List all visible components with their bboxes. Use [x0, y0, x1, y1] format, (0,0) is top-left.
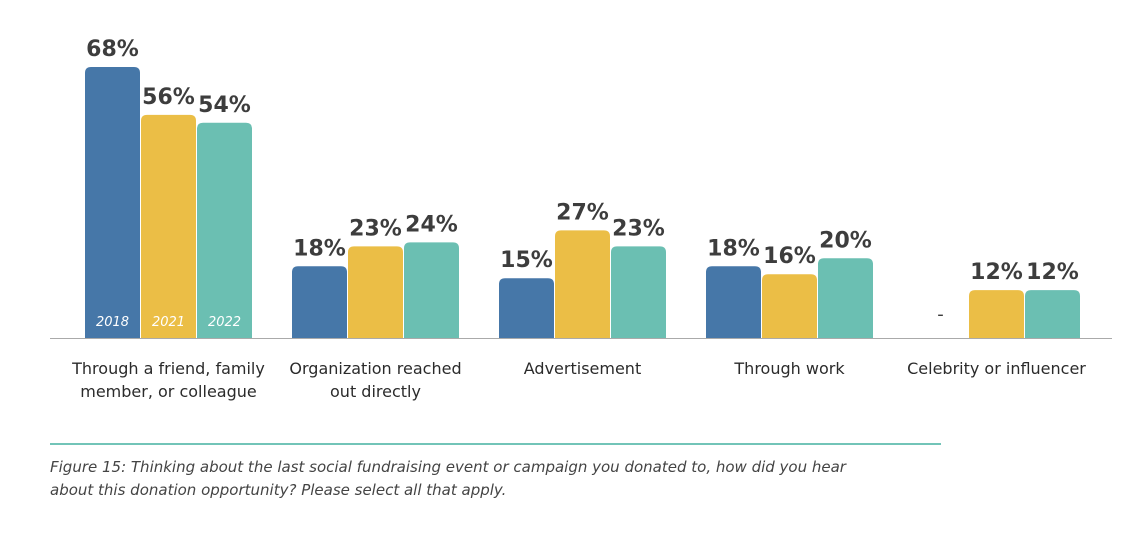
legend-label-2022: 2022	[208, 315, 241, 330]
category-label-1: out directly	[330, 382, 421, 401]
bar-2018-1	[292, 266, 347, 338]
bar-2022-4	[1025, 290, 1080, 338]
bar-2021-2	[555, 230, 610, 338]
figure-caption: Figure 15: Thinking about the last socia…	[50, 458, 846, 499]
category-label-3: Through work	[733, 359, 845, 378]
value-label-2021-1: 23%	[349, 216, 402, 241]
category-label-0: Through a friend, family	[71, 359, 265, 378]
bar-2021-0	[141, 114, 196, 338]
bar-2018-3	[706, 266, 761, 338]
bar-2022-1	[404, 242, 459, 338]
category-label-0: member, or colleague	[80, 382, 256, 401]
caption-divider	[50, 443, 941, 445]
bar-2018-2	[499, 278, 554, 338]
legend-label-2018: 2018	[96, 315, 129, 330]
bar-2021-3	[762, 274, 817, 338]
value-label-2021-2: 27%	[556, 200, 609, 225]
value-label-2021-0: 56%	[142, 85, 195, 110]
bar-2022-2	[611, 246, 666, 338]
category-label-1: Organization reached	[289, 359, 461, 378]
value-label-2021-4: 12%	[970, 260, 1023, 285]
value-label-2018-3: 18%	[707, 236, 760, 261]
value-label-2022-4: 12%	[1026, 260, 1079, 285]
bar-2022-0	[197, 122, 252, 338]
category-label-4: Celebrity or influencer	[907, 359, 1086, 378]
category-label-2: Advertisement	[524, 359, 641, 378]
bar-2021-4	[969, 290, 1024, 338]
value-label-2022-1: 24%	[405, 212, 458, 237]
value-label-2022-0: 54%	[198, 93, 251, 118]
value-label-2018-1: 18%	[293, 236, 346, 261]
value-label-2021-3: 16%	[763, 244, 816, 269]
bar-2021-1	[348, 246, 403, 338]
bar-2022-3	[818, 258, 873, 338]
bar-chart: 68% 2018 56% 2021 54% 2022 Through a friend, f…	[50, 37, 1112, 401]
value-label-2022-3: 20%	[819, 228, 872, 253]
value-label-2018-0: 68%	[86, 37, 139, 62]
value-label-2018-4: -	[937, 304, 944, 325]
value-label-2022-2: 23%	[612, 216, 665, 241]
value-label-2018-2: 15%	[500, 248, 553, 273]
bar-2018-0	[85, 67, 140, 338]
legend-label-2021: 2021	[152, 315, 185, 330]
